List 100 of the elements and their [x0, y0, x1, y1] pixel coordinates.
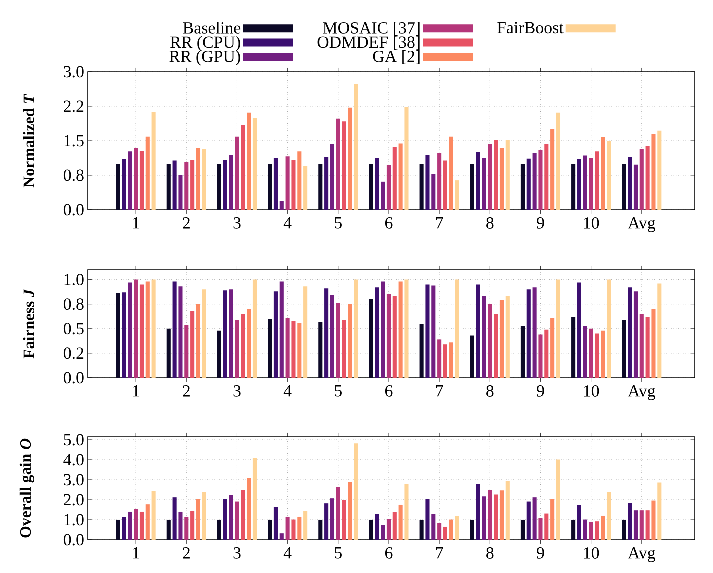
bar: [304, 286, 308, 378]
bar: [601, 137, 606, 210]
bar: [595, 152, 600, 210]
legend-label: RR (GPU): [170, 50, 240, 66]
bar: [229, 495, 234, 540]
x-tick-label: 7: [436, 548, 444, 559]
bar: [381, 525, 386, 540]
bar: [652, 134, 656, 210]
bar: [223, 290, 228, 378]
x-tick-label: 5: [335, 548, 342, 559]
bar: [140, 284, 144, 378]
bar: [172, 160, 177, 210]
y-axis-title: Overall gain O: [20, 438, 34, 538]
x-tick-label: 7: [436, 386, 444, 397]
bar: [526, 502, 531, 540]
x-tick-label: 6: [385, 386, 393, 397]
bar: [336, 487, 340, 540]
bar: [634, 292, 638, 378]
bar: [482, 496, 486, 540]
bar: [544, 514, 549, 540]
bar: [152, 280, 156, 378]
bar: [324, 157, 329, 210]
bar: [583, 520, 588, 540]
bar: [274, 292, 278, 378]
bar: [172, 498, 177, 540]
x-tick-label: 4: [284, 386, 292, 397]
bar: [595, 522, 600, 540]
bar: [184, 516, 189, 540]
bar: [443, 344, 448, 378]
bar: [202, 290, 206, 378]
x-tick-label: 5: [335, 218, 342, 229]
bar: [140, 151, 144, 210]
bar: [241, 490, 246, 540]
bar: [432, 286, 436, 378]
y-axis-title: Fairness J: [23, 289, 34, 359]
legend-label: MOSAIC [37]: [323, 22, 420, 36]
y-tick-label: 2.2: [64, 100, 84, 112]
bar: [438, 340, 442, 378]
bar: [116, 520, 120, 540]
x-tick-label: 4: [284, 218, 292, 229]
bar: [550, 318, 555, 378]
bar: [420, 520, 424, 540]
bar: [622, 520, 626, 540]
x-tick-label: 3: [234, 218, 241, 229]
bar: [443, 160, 448, 210]
bar: [369, 299, 374, 378]
bar: [202, 149, 206, 210]
bar: [607, 141, 612, 210]
bar: [449, 520, 454, 540]
y-tick-label: 3.0: [64, 66, 84, 78]
bar: [146, 282, 150, 378]
bar: [375, 514, 380, 540]
bar: [229, 155, 234, 210]
bar: [280, 534, 284, 540]
legend-label: RR (CPU): [170, 36, 240, 52]
x-tick-label: 10: [584, 218, 600, 229]
x-tick-label: 9: [537, 386, 544, 397]
bar: [375, 288, 380, 378]
bar: [589, 158, 594, 210]
bar: [318, 322, 323, 378]
bar: [128, 282, 132, 378]
x-tick-label: 3: [234, 548, 241, 559]
x-tick-label: 8: [486, 386, 494, 397]
bar: [652, 500, 656, 540]
x-tick-label: 6: [385, 218, 393, 229]
bar: [544, 144, 549, 210]
bar: [235, 136, 240, 210]
bar: [330, 498, 334, 540]
bar: [116, 164, 120, 210]
x-tick-label: 2: [183, 218, 190, 229]
bar: [292, 520, 296, 540]
bar: [140, 512, 144, 540]
x-tick-label: Avg: [628, 217, 656, 232]
bar: [550, 499, 555, 540]
y-tick-label: 1.0: [64, 274, 84, 286]
bar: [476, 284, 480, 378]
bar: [241, 314, 246, 378]
bar: [134, 148, 138, 210]
bar: [583, 156, 588, 210]
bar: [572, 317, 576, 378]
bar: [354, 84, 358, 210]
bar: [178, 286, 183, 378]
x-tick-label: 8: [486, 548, 494, 559]
bar: [398, 282, 403, 378]
bar: [640, 149, 644, 210]
bar: [386, 165, 391, 210]
x-tick-label: 6: [385, 548, 393, 559]
bar: [392, 296, 397, 378]
bar: [658, 482, 662, 540]
y-tick-label: 0.0: [64, 204, 84, 216]
bar: [229, 290, 234, 378]
y-tick-label: 2.0: [64, 494, 84, 506]
bar: [184, 324, 189, 378]
x-tick-label: 4: [284, 548, 292, 559]
bar: [223, 499, 228, 540]
bar: [274, 158, 278, 210]
bar: [178, 175, 183, 210]
bar: [532, 288, 537, 378]
bar: [336, 303, 340, 378]
bar: [146, 504, 150, 540]
